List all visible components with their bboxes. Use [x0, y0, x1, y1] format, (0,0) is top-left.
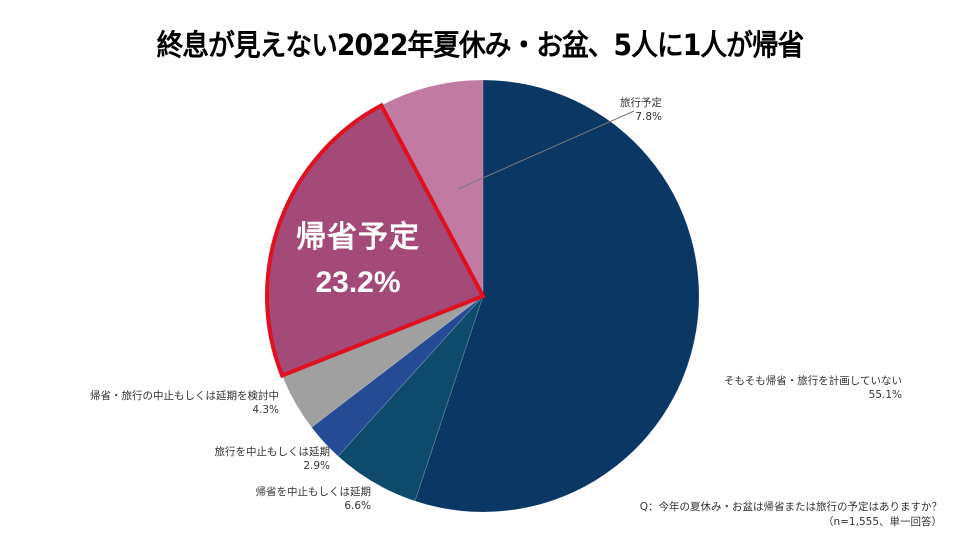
label-name: 帰省を中止もしくは延期	[255, 486, 372, 498]
leader-line	[457, 110, 635, 190]
label-name: 帰省・旅行の中止もしくは延期を検討中	[90, 390, 279, 402]
label-not-planned: そもそも帰省・旅行を計画していない 55.1%	[724, 374, 902, 402]
label-name: 帰省予定	[296, 220, 420, 255]
chart-title: 終息が見えない2022年夏休み・お盆、5人に1人が帰省	[156, 28, 805, 62]
label-travel-plan: 旅行予定 7.8%	[620, 96, 662, 124]
survey-sample: （n=1,555、単一回答）	[822, 516, 942, 528]
pie-slice	[311, 295, 484, 457]
survey-question: Q：今年の夏休み・お盆は帰省または旅行の予定はありますか？	[639, 501, 942, 513]
survey-note: Q：今年の夏休み・お盆は帰省または旅行の予定はありますか？ （n=1,555、単…	[640, 500, 942, 530]
label-value: 2.9%	[303, 460, 330, 472]
pie-slice	[380, 79, 484, 297]
label-value: 4.3%	[252, 404, 279, 416]
label-name: 旅行を中止もしくは延期	[214, 446, 331, 458]
label-homecoming-cancel: 帰省を中止もしくは延期 6.6%	[256, 485, 372, 513]
label-value: 23.2%	[315, 266, 401, 299]
pie-slice	[414, 79, 700, 513]
label-value: 6.6%	[344, 500, 371, 512]
label-value: 55.1%	[868, 389, 902, 401]
label-name: 旅行予定	[620, 97, 662, 109]
pie-slice	[337, 295, 484, 502]
label-homecoming-plan: 帰省予定 23.2%	[283, 212, 433, 300]
highlight-outline	[265, 102, 486, 379]
label-value: 7.8%	[635, 111, 662, 123]
label-travel-cancel: 旅行を中止もしくは延期 2.9%	[215, 445, 331, 473]
label-considering: 帰省・旅行の中止もしくは延期を検討中 4.3%	[90, 389, 279, 417]
label-name: そもそも帰省・旅行を計画していない	[724, 375, 902, 387]
